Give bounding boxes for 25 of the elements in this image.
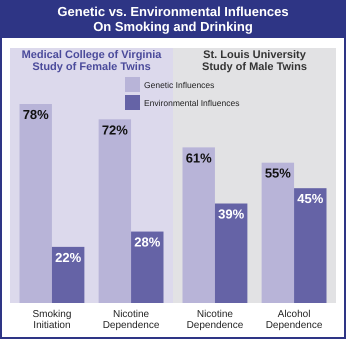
data-label: 72% [102, 122, 128, 138]
bar [182, 147, 215, 303]
bar [214, 204, 248, 303]
data-label: 78% [22, 107, 50, 122]
bar [131, 232, 164, 303]
data-label: 45% [297, 191, 324, 206]
x-tick-label: Smoking Initiation [32, 309, 72, 331]
chart-subtitle: Medical College of Virginia Study of Female Twins [22, 49, 162, 73]
bar [98, 119, 132, 303]
data-label: 28% [134, 234, 161, 250]
data-label: 61% [186, 150, 212, 166]
data-label: 22% [55, 250, 82, 265]
bar [294, 188, 327, 303]
data-label: 39% [218, 206, 245, 222]
bar [19, 104, 52, 303]
x-tick-label: Nicotine Dependence [186, 309, 244, 331]
data-label: 55% [264, 166, 292, 181]
x-tick-label: Nicotine Dependence [102, 309, 160, 331]
legend-label: Environmental Influences [144, 98, 240, 108]
bar [52, 246, 84, 303]
bar [262, 162, 294, 303]
legend-label: Genetic Influences [144, 80, 214, 90]
chart-subtitle: St. Louis University Study of Male Twins [202, 49, 307, 73]
chart-title: Genetic vs. Environmental Influences On Smoking and Drinking [57, 4, 289, 34]
x-tick-label: Alcohol Dependence [266, 309, 323, 331]
